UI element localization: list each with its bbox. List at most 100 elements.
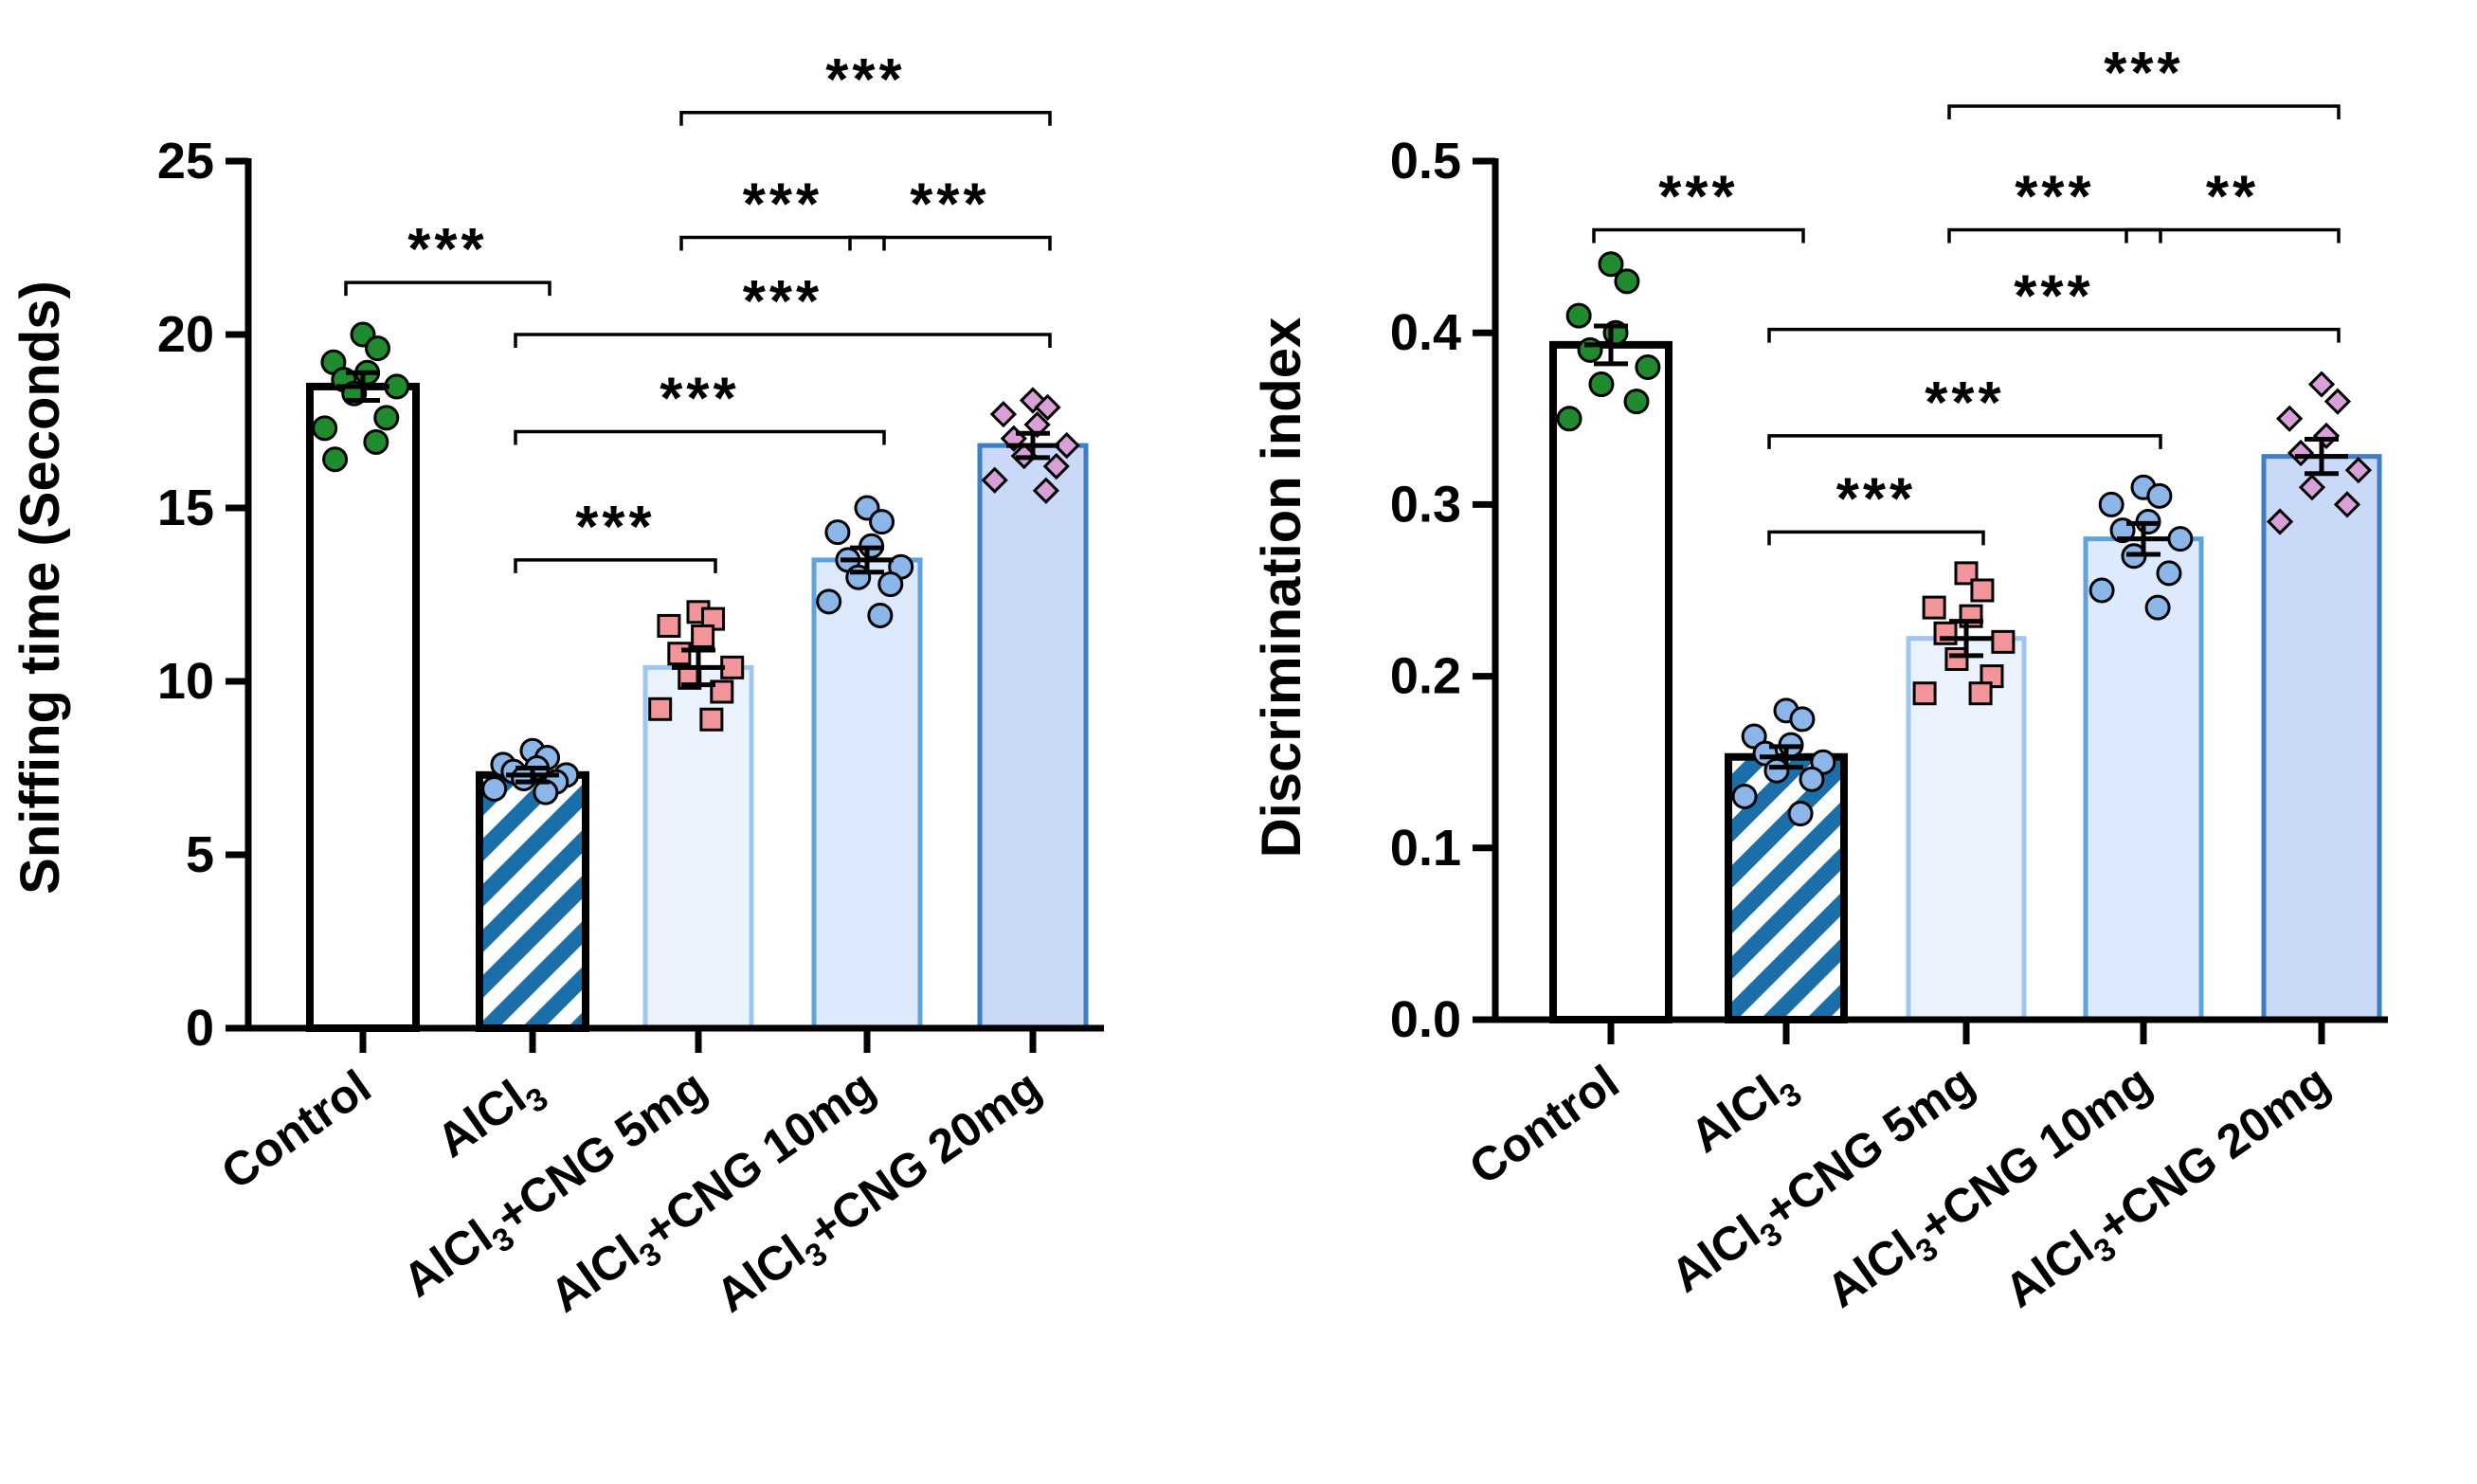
y-tick-label: 0.1 bbox=[1390, 820, 1461, 877]
label-main: AlCl bbox=[393, 1209, 501, 1307]
significance-label: *** bbox=[910, 172, 989, 238]
significance-label: *** bbox=[575, 495, 655, 560]
data-point bbox=[989, 401, 1018, 428]
data-point bbox=[981, 466, 1008, 494]
data-point bbox=[1034, 393, 1061, 421]
data-point bbox=[373, 405, 400, 431]
significance-bracket bbox=[679, 235, 886, 251]
data-point bbox=[1970, 578, 1995, 603]
bar-3 bbox=[811, 557, 923, 1031]
significance-label: *** bbox=[660, 366, 739, 431]
significance-bracket bbox=[1767, 434, 2162, 449]
significance-bracket bbox=[1767, 327, 2341, 343]
significance-label: *** bbox=[743, 269, 823, 335]
data-point bbox=[816, 588, 842, 615]
bar-4 bbox=[977, 443, 1089, 1031]
bar-0 bbox=[306, 382, 420, 1032]
data-point bbox=[877, 571, 904, 598]
significance-bracket bbox=[1947, 227, 2162, 244]
panel-sniffing-time: 0 5 10 15 20 25 Sniffing time (Seconds) Control… bbox=[9, 47, 1104, 1323]
label-main: AlCl bbox=[1661, 1204, 1769, 1302]
data-point bbox=[648, 697, 673, 721]
y-tick-label: 10 bbox=[157, 653, 214, 710]
data-point bbox=[2156, 560, 2182, 587]
y-axis-title: Sniffing time (Seconds) bbox=[9, 281, 71, 895]
data-point bbox=[2298, 474, 2326, 501]
x-category-label: AlCl3 bbox=[427, 1059, 555, 1174]
data-point bbox=[1042, 452, 1070, 480]
significance-label: *** bbox=[2015, 164, 2094, 229]
significance-bracket bbox=[679, 111, 1052, 126]
label-main: AlCl bbox=[1817, 1220, 1925, 1317]
data-point bbox=[363, 428, 389, 455]
data-point bbox=[1799, 766, 1825, 792]
data-point bbox=[1032, 477, 1059, 504]
data-point bbox=[1023, 411, 1051, 439]
significance-bracket bbox=[514, 333, 1052, 348]
data-point bbox=[2344, 457, 2373, 484]
significance-label: *** bbox=[1925, 371, 2004, 436]
data-point bbox=[691, 624, 715, 648]
significance-bracket bbox=[1767, 530, 1985, 546]
data-point bbox=[2098, 491, 2124, 517]
bar-2 bbox=[642, 664, 754, 1031]
data-point bbox=[2088, 577, 2115, 604]
y-axis-title: Discrimination index bbox=[1251, 317, 1312, 858]
bar-1 bbox=[476, 770, 589, 1032]
significance-label: *** bbox=[825, 47, 905, 113]
y-tick-label: 0.3 bbox=[1390, 476, 1461, 533]
data-point bbox=[1588, 371, 1615, 398]
data-point bbox=[1968, 681, 1993, 706]
data-point bbox=[2312, 422, 2341, 450]
significance-bracket bbox=[2124, 227, 2341, 244]
data-point bbox=[322, 446, 349, 473]
data-point bbox=[1731, 783, 1758, 809]
data-point bbox=[667, 642, 692, 666]
data-point bbox=[1614, 268, 1640, 295]
data-point bbox=[869, 509, 895, 535]
bar-3 bbox=[2083, 536, 2204, 1023]
significance-label: *** bbox=[2014, 264, 2093, 330]
y-tick-label: 0.4 bbox=[1390, 304, 1461, 361]
significance-label: *** bbox=[407, 217, 487, 282]
significance-bracket bbox=[1947, 104, 2341, 120]
data-point bbox=[2146, 482, 2173, 509]
label-main: AlCl bbox=[706, 1224, 814, 1322]
significance-bracket bbox=[848, 235, 1052, 251]
significance-label: *** bbox=[1658, 164, 1738, 229]
data-point bbox=[1635, 353, 1661, 380]
data-point bbox=[2307, 371, 2336, 398]
data-point bbox=[365, 335, 391, 362]
x-category-label: AlCl3+CNG 10mg bbox=[1817, 1055, 2165, 1325]
significance-bracket bbox=[344, 281, 551, 297]
data-point bbox=[699, 707, 724, 732]
data-point bbox=[710, 679, 734, 704]
bar-0 bbox=[1549, 340, 1672, 1024]
data-point bbox=[2276, 405, 2304, 432]
data-point bbox=[2144, 594, 2171, 621]
data-point bbox=[2167, 526, 2194, 552]
label-main: Control bbox=[212, 1059, 381, 1200]
label-main: AlCl bbox=[540, 1224, 648, 1322]
data-point bbox=[1598, 251, 1624, 278]
label-main: AlCl bbox=[427, 1070, 535, 1167]
label-main: Control bbox=[1460, 1055, 1629, 1195]
data-point bbox=[1565, 302, 1592, 329]
bar-4 bbox=[2261, 454, 2382, 1023]
data-point bbox=[1789, 706, 1816, 733]
significance-bracket bbox=[1592, 227, 1805, 244]
significance-bracket bbox=[514, 429, 886, 445]
significance-label: *** bbox=[1836, 466, 1916, 532]
data-point bbox=[1623, 389, 1650, 415]
data-point bbox=[1787, 801, 1814, 827]
data-point bbox=[1912, 681, 1937, 706]
data-point bbox=[1954, 561, 1979, 586]
data-point bbox=[867, 602, 894, 628]
data-point bbox=[1922, 595, 1946, 620]
data-point bbox=[1053, 431, 1080, 460]
y-tick-label: 5 bbox=[186, 826, 214, 883]
y-tick-label: 0.5 bbox=[1390, 133, 1461, 190]
data-point bbox=[2266, 508, 2294, 535]
x-category-label: Control bbox=[1460, 1055, 1629, 1195]
